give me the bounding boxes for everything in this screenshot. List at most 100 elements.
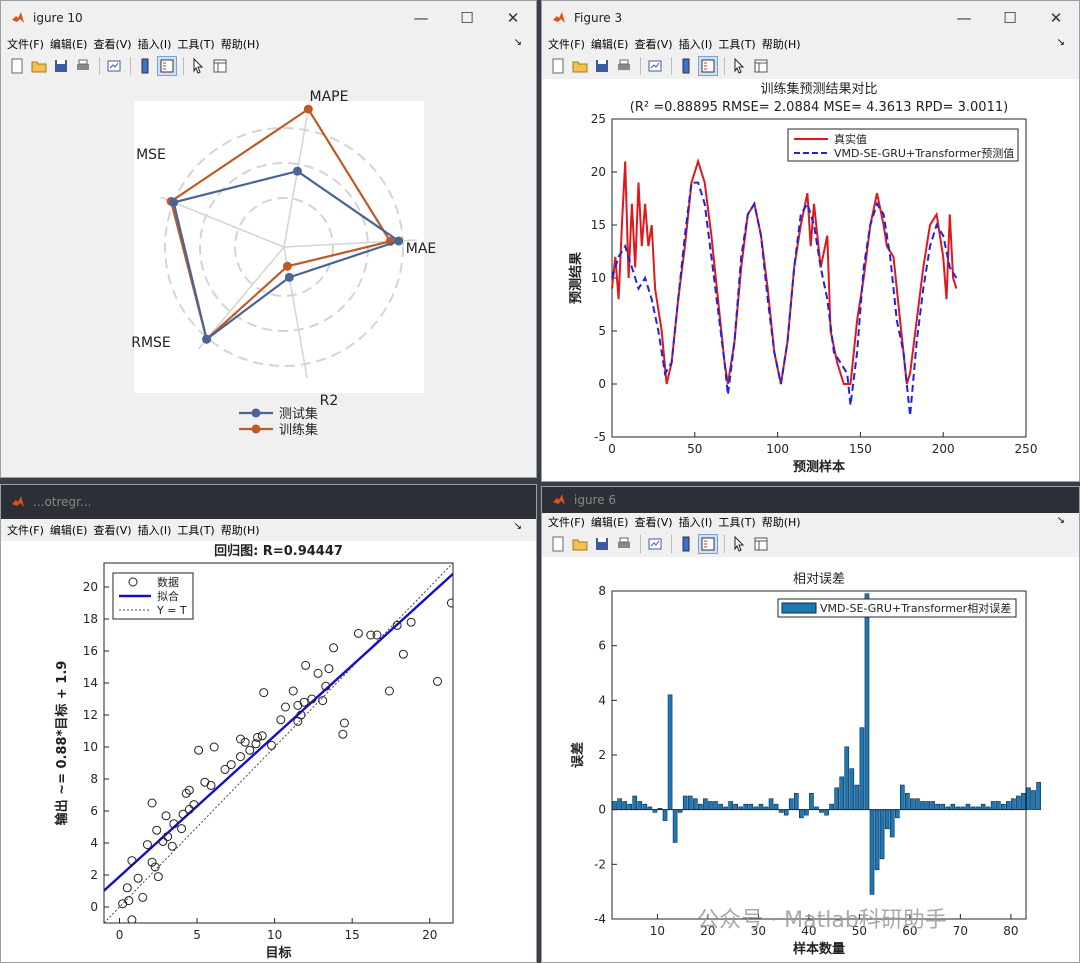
error-bar — [930, 801, 935, 810]
error-bar — [829, 803, 834, 810]
y-tick-label: 2 — [90, 868, 98, 882]
menu-help[interactable]: 帮助(H) — [220, 524, 260, 537]
print-icon[interactable] — [614, 56, 634, 76]
figure6-titlebar[interactable]: igure 6 — [542, 487, 1079, 513]
close-button[interactable]: ✕ — [1049, 9, 1063, 27]
property-editor-icon[interactable] — [210, 56, 230, 76]
data-point — [267, 740, 277, 750]
menu-help[interactable]: 帮助(H) — [220, 38, 260, 51]
maximize-button[interactable]: ☐ — [460, 9, 474, 27]
property-editor-icon[interactable] — [751, 534, 771, 554]
menu-edit[interactable]: 编辑(E) — [590, 38, 629, 51]
menu-edit[interactable]: 编辑(E) — [49, 524, 88, 537]
menu-insert[interactable]: 插入(I) — [678, 516, 713, 529]
regression-titlebar[interactable]: ...otregr... — [1, 485, 536, 519]
menu-tools[interactable]: 工具(T) — [177, 524, 215, 537]
y-tick-label: 15 — [591, 218, 606, 232]
menu-edit[interactable]: 编辑(E) — [590, 516, 629, 529]
x-axis-label: 预测样本 — [793, 459, 845, 475]
legend-marker — [128, 577, 138, 587]
x-tick-label: 200 — [932, 442, 955, 456]
error-bar — [1006, 801, 1011, 810]
save-icon[interactable] — [592, 56, 612, 76]
figure3-titlebar[interactable]: Figure 3 — ☐ ✕ — [542, 1, 1079, 35]
x-tick-label: 250 — [1015, 442, 1038, 456]
error-bar — [627, 803, 632, 810]
data-point — [127, 856, 137, 866]
menu-help[interactable]: 帮助(H) — [761, 516, 801, 529]
property-editor-icon[interactable] — [751, 56, 771, 76]
menu-file[interactable]: 文件(F) — [548, 516, 585, 529]
y-tick-label: 8 — [598, 584, 606, 598]
radar-plot-area: MAE MAPE MSE RMSE R2 测试集 训练集 — [1, 79, 536, 477]
menu-file[interactable]: 文件(F) — [7, 38, 44, 51]
colorbar-icon[interactable] — [135, 56, 155, 76]
menu-file[interactable]: 文件(F) — [7, 524, 44, 537]
y-tick-label: -2 — [594, 857, 606, 871]
y-tick-label: 4 — [90, 836, 98, 850]
y-tick-label: 0 — [90, 900, 98, 914]
open-folder-icon[interactable] — [29, 56, 49, 76]
dock-arrow-icon[interactable]: ↘ — [1056, 37, 1065, 48]
close-button[interactable]: ✕ — [506, 9, 520, 27]
dock-arrow-icon[interactable]: ↘ — [513, 521, 522, 532]
menu-file[interactable]: 文件(F) — [548, 38, 585, 51]
dock-arrow-icon[interactable]: ↘ — [1056, 515, 1065, 526]
legend-label: 拟合 — [157, 589, 179, 603]
x-tick-label: 40 — [801, 924, 816, 938]
data-point — [178, 809, 188, 819]
toolbar-separator — [724, 535, 725, 553]
data-point — [163, 832, 173, 842]
x-tick-label: 10 — [650, 924, 665, 938]
legend-icon[interactable] — [157, 56, 177, 76]
menu-view[interactable]: 查看(V) — [93, 38, 132, 51]
data-point — [147, 857, 157, 867]
data-point — [220, 764, 230, 774]
new-file-icon[interactable] — [7, 56, 27, 76]
menu-insert[interactable]: 插入(I) — [137, 524, 172, 537]
menu-view[interactable]: 查看(V) — [634, 516, 673, 529]
print-icon[interactable] — [614, 534, 634, 554]
link-plot-icon[interactable] — [104, 56, 124, 76]
error-bar — [889, 809, 895, 838]
menu-help[interactable]: 帮助(H) — [761, 38, 801, 51]
minimize-button[interactable]: — — [956, 9, 972, 27]
pointer-icon[interactable] — [188, 56, 208, 76]
open-folder-icon[interactable] — [570, 56, 590, 76]
link-plot-icon[interactable] — [645, 56, 665, 76]
error-bar — [682, 795, 688, 810]
menubar: 文件(F) 编辑(E) 查看(V) 插入(I) 工具(T) 帮助(H) ↘ — [542, 513, 1079, 531]
pointer-icon[interactable] — [729, 534, 749, 554]
minimize-button[interactable]: — — [413, 9, 429, 27]
open-folder-icon[interactable] — [570, 534, 590, 554]
colorbar-icon[interactable] — [676, 56, 696, 76]
legend-icon[interactable] — [698, 56, 718, 76]
new-file-icon[interactable] — [548, 534, 568, 554]
menu-tools[interactable]: 工具(T) — [718, 516, 756, 529]
pointer-icon[interactable] — [729, 56, 749, 76]
error-bar — [617, 798, 622, 810]
menu-view[interactable]: 查看(V) — [634, 38, 673, 51]
figure10-titlebar[interactable]: igure 10 — ☐ ✕ — [1, 1, 536, 35]
menu-view[interactable]: 查看(V) — [93, 524, 132, 537]
error-bar — [768, 798, 774, 810]
menu-insert[interactable]: 插入(I) — [137, 38, 172, 51]
figure3-window: Figure 3 — ☐ ✕ 文件(F) 编辑(E) 查看(V) 插入(I) 工… — [541, 0, 1080, 482]
y-tick-label: 12 — [83, 708, 98, 722]
save-icon[interactable] — [51, 56, 71, 76]
new-file-icon[interactable] — [548, 56, 568, 76]
print-icon[interactable] — [73, 56, 93, 76]
menu-edit[interactable]: 编辑(E) — [49, 38, 88, 51]
maximize-button[interactable]: ☐ — [1003, 9, 1017, 27]
error-bar — [758, 803, 764, 810]
menu-tools[interactable]: 工具(T) — [718, 38, 756, 51]
legend-icon[interactable] — [698, 534, 718, 554]
menu-tools[interactable]: 工具(T) — [177, 38, 215, 51]
dock-arrow-icon[interactable]: ↘ — [513, 37, 522, 48]
colorbar-icon[interactable] — [676, 534, 696, 554]
menu-insert[interactable]: 插入(I) — [678, 38, 713, 51]
y-tick-label: 2 — [598, 748, 606, 762]
save-icon[interactable] — [592, 534, 612, 554]
link-plot-icon[interactable] — [645, 534, 665, 554]
error-bar — [915, 798, 920, 810]
